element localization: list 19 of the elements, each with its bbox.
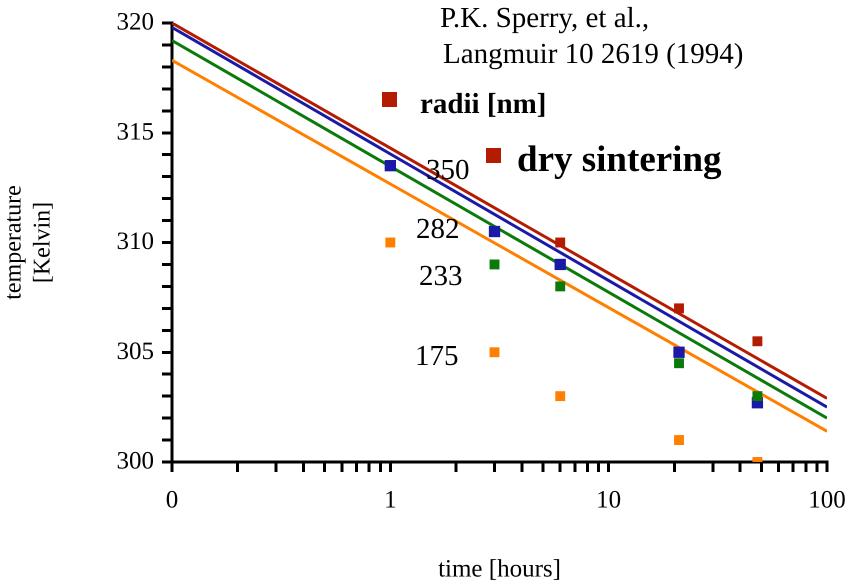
annotation: 175	[415, 340, 458, 372]
annotation: 282	[416, 213, 460, 245]
x-tick-label: 1	[384, 486, 397, 514]
x-axis-title: time [hours]	[438, 556, 561, 583]
annotation: dry sintering	[517, 139, 722, 180]
y-tick-label: 300	[116, 448, 154, 475]
y-tick-label: 315	[116, 118, 154, 146]
y-tick-label: 310	[116, 228, 154, 256]
annotation: Langmuir 10 2619 (1994)	[443, 38, 744, 70]
annotation: radii [nm]	[420, 88, 546, 120]
annotation: 350	[426, 154, 470, 186]
y-tick-label: 320	[116, 8, 154, 36]
x-tick-label: 0	[166, 486, 178, 514]
annotation: 233	[419, 260, 462, 292]
x-tick-label: 10	[596, 486, 622, 514]
annotation: P.K. Sperry, et al.,	[440, 2, 650, 34]
y-axis-title: temperature [Kelvin]	[0, 185, 56, 300]
x-tick-label: 100	[808, 486, 846, 514]
y-tick-label: 305	[116, 338, 154, 365]
